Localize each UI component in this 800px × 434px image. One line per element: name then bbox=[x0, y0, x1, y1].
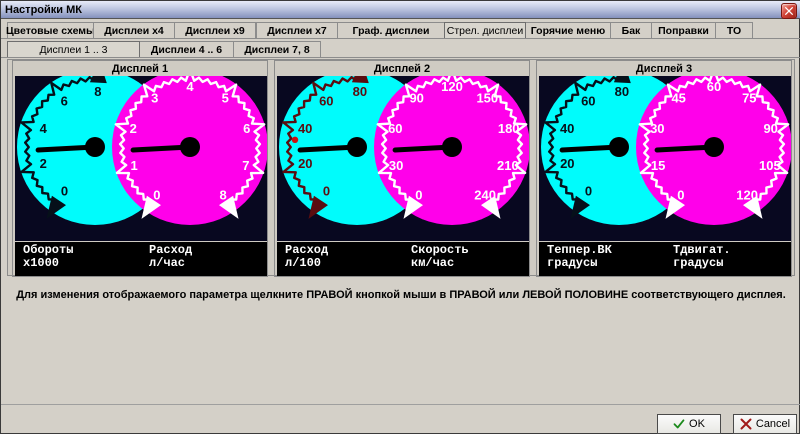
svg-text:5: 5 bbox=[222, 91, 229, 106]
svg-text:7: 7 bbox=[242, 158, 249, 173]
svg-text:0: 0 bbox=[323, 184, 330, 199]
svg-text:105: 105 bbox=[759, 158, 781, 173]
svg-text:180: 180 bbox=[498, 121, 520, 136]
svg-text:120: 120 bbox=[441, 79, 463, 94]
svg-text:30: 30 bbox=[650, 121, 664, 136]
svg-text:90: 90 bbox=[409, 91, 423, 106]
svg-text:30: 30 bbox=[389, 158, 403, 173]
svg-text:80: 80 bbox=[615, 84, 629, 99]
svg-text:20: 20 bbox=[560, 156, 574, 171]
svg-text:2: 2 bbox=[40, 156, 47, 171]
svg-text:80: 80 bbox=[353, 84, 367, 99]
svg-text:0: 0 bbox=[153, 188, 160, 203]
svg-text:60: 60 bbox=[707, 79, 721, 94]
svg-text:2: 2 bbox=[130, 121, 137, 136]
svg-text:20: 20 bbox=[298, 156, 312, 171]
svg-text:4: 4 bbox=[40, 121, 48, 136]
svg-text:6: 6 bbox=[61, 93, 68, 108]
svg-text:90: 90 bbox=[763, 121, 777, 136]
svg-text:1: 1 bbox=[130, 158, 137, 173]
svg-text:6: 6 bbox=[243, 121, 250, 136]
svg-text:8: 8 bbox=[94, 84, 101, 99]
svg-text:0: 0 bbox=[585, 184, 592, 199]
svg-text:60: 60 bbox=[581, 93, 595, 108]
svg-text:0: 0 bbox=[415, 188, 422, 203]
svg-text:60: 60 bbox=[319, 93, 333, 108]
svg-text:75: 75 bbox=[742, 91, 756, 106]
svg-text:240: 240 bbox=[474, 188, 496, 203]
svg-text:60: 60 bbox=[388, 121, 402, 136]
svg-text:120: 120 bbox=[736, 188, 758, 203]
svg-text:4: 4 bbox=[186, 79, 194, 94]
svg-text:15: 15 bbox=[651, 158, 665, 173]
svg-text:40: 40 bbox=[298, 121, 312, 136]
svg-text:8: 8 bbox=[219, 188, 226, 203]
svg-text:45: 45 bbox=[671, 91, 685, 106]
svg-text:40: 40 bbox=[560, 121, 574, 136]
svg-text:210: 210 bbox=[497, 158, 519, 173]
svg-text:0: 0 bbox=[677, 188, 684, 203]
svg-text:3: 3 bbox=[151, 91, 158, 106]
svg-text:150: 150 bbox=[476, 91, 498, 106]
svg-text:0: 0 bbox=[61, 184, 68, 199]
